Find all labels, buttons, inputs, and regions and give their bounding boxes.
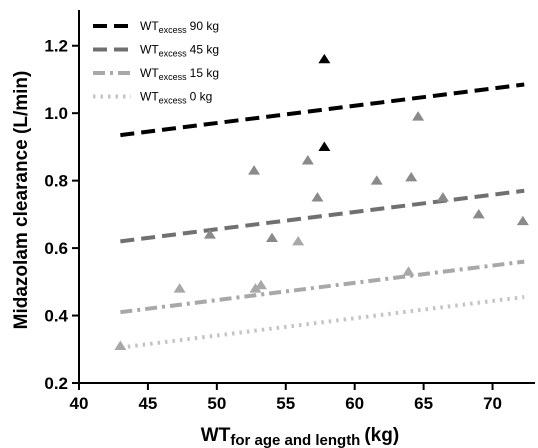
data-point-11 [318, 141, 331, 151]
y-tick-label: 0.2 [44, 374, 68, 393]
data-points [114, 53, 529, 350]
x-tick-label: 50 [207, 394, 226, 413]
regression-line-1 [120, 188, 525, 244]
x-ticks: 40 45 50 55 60 65 70 [70, 383, 502, 413]
data-point-3 [248, 165, 261, 175]
axes [78, 10, 535, 384]
legend-label-main: WT [140, 90, 159, 104]
data-point-12 [370, 175, 383, 185]
x-axis-title-sub: for age and length [230, 432, 360, 448]
legend-label-main: WT [140, 19, 159, 33]
legend-label-main: WT [140, 43, 159, 57]
legend-label-1: WTexcess 45 kg [140, 43, 219, 59]
legend-label-sub: excess [159, 72, 188, 82]
legend-label-0: WTexcess 90 kg [140, 19, 219, 35]
data-point-10 [318, 53, 331, 64]
x-tick-label: 65 [414, 394, 433, 413]
regression-line-0 [120, 82, 525, 138]
data-point-6 [265, 232, 278, 243]
x-axis-title: WTfor age and length (kg) [201, 425, 399, 448]
data-point-16 [436, 192, 449, 202]
legend-label-sub: excess [159, 25, 188, 35]
legend-label-sub: excess [159, 96, 188, 106]
regression-line-3 [120, 295, 525, 350]
data-point-17 [472, 208, 485, 219]
y-axis-title: Midazolam clearance (L/min) [11, 71, 32, 330]
y-tick-label: 0.8 [44, 172, 68, 191]
data-point-5 [254, 279, 267, 290]
legend-label-value: 0 kg [190, 90, 213, 104]
y-tick-label: 1.0 [44, 104, 68, 123]
data-point-0 [114, 340, 127, 350]
x-axis-title-unit: (kg) [364, 425, 399, 446]
x-tick-label: 55 [276, 394, 295, 413]
x-tick-label: 40 [70, 394, 89, 413]
data-point-13 [402, 266, 415, 276]
data-point-4 [249, 283, 262, 293]
x-tick-label: 45 [138, 394, 157, 413]
legend-label-value: 45 kg [190, 43, 219, 57]
x-tick-label: 60 [345, 394, 364, 413]
data-point-15 [412, 111, 425, 121]
legend-label-value: 15 kg [190, 66, 219, 80]
x-axis-title-main: WT [201, 425, 231, 446]
regression-line-2 [120, 259, 525, 315]
data-point-1 [173, 283, 186, 293]
legend-label-main: WT [140, 66, 159, 80]
legend-label-sub: excess [159, 49, 188, 59]
regression-lines [120, 82, 525, 350]
legend-label-2: WTexcess 15 kg [140, 66, 219, 82]
x-tick-label: 70 [483, 394, 502, 413]
data-point-8 [301, 155, 314, 165]
data-point-7 [292, 235, 305, 246]
data-point-2 [203, 229, 216, 239]
legend-label-value: 90 kg [190, 19, 219, 33]
data-point-18 [516, 215, 529, 226]
y-tick-label: 1.2 [44, 37, 68, 56]
data-point-14 [405, 171, 418, 182]
data-point-9 [311, 192, 324, 202]
legend-label-3: WTexcess 0 kg [140, 90, 212, 106]
y-tick-label: 0.6 [44, 239, 68, 258]
y-tick-label: 0.4 [44, 307, 68, 326]
y-ticks: 0.2 0.4 0.6 0.8 1.0 1.2 [44, 37, 79, 393]
